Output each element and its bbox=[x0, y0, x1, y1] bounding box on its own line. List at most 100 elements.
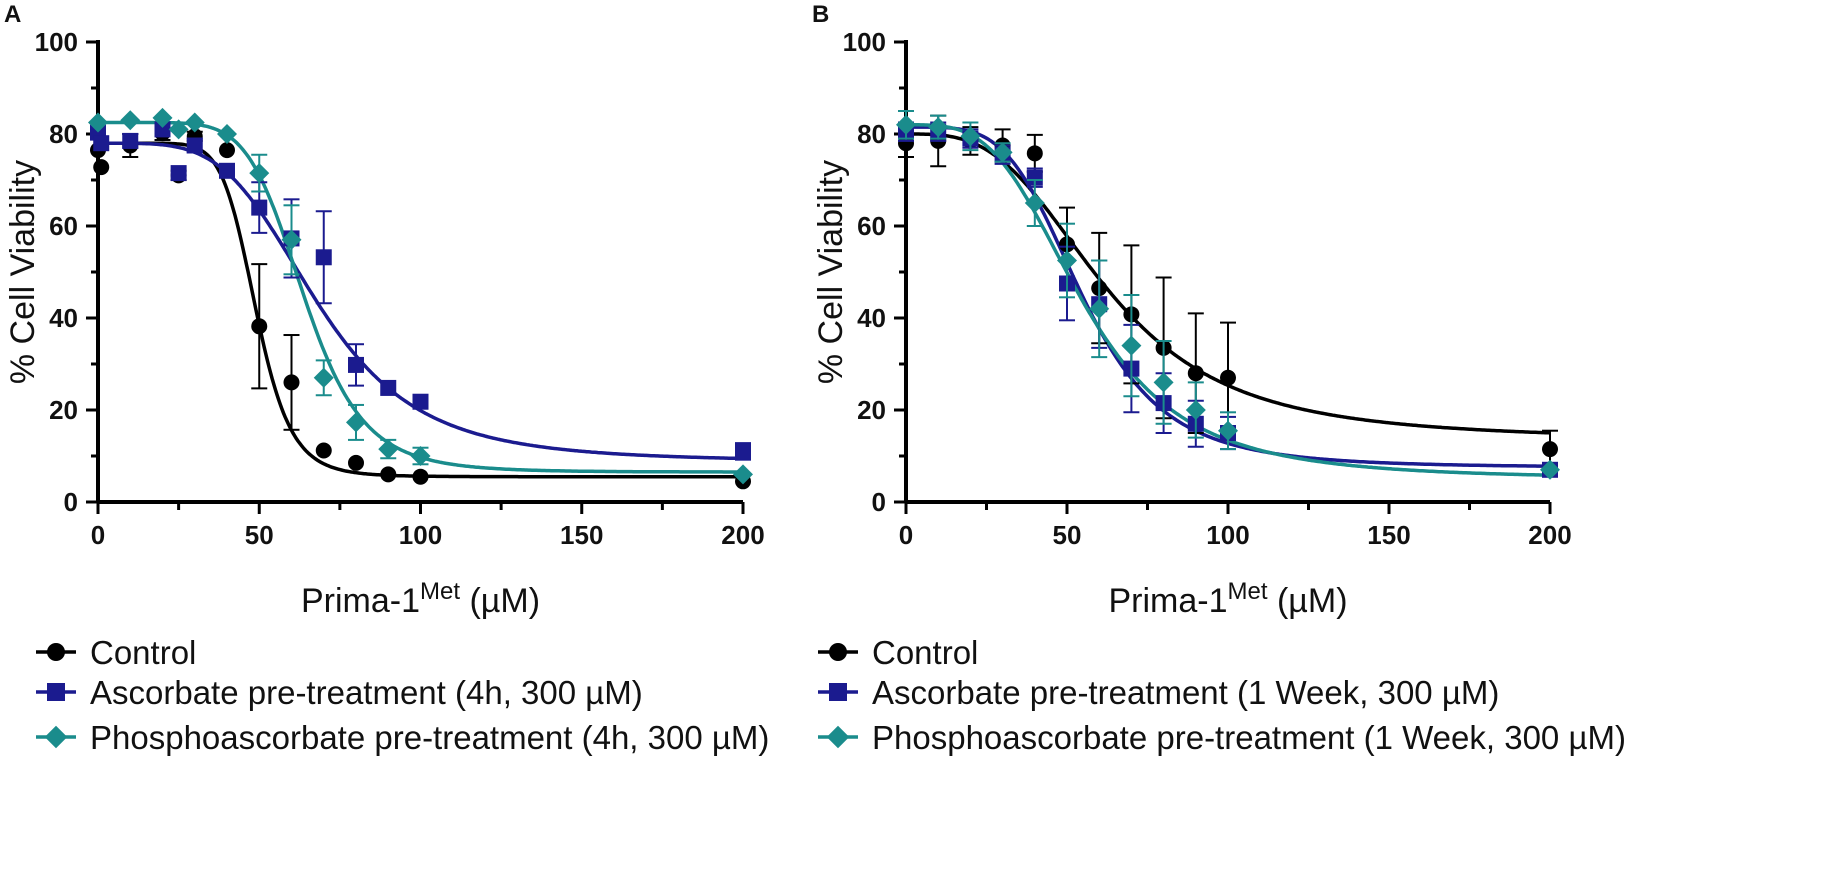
legend-item-1: Control bbox=[818, 634, 978, 671]
data-point bbox=[410, 446, 431, 466]
data-point bbox=[152, 107, 173, 128]
y-tick-label: 20 bbox=[49, 395, 78, 425]
y-tick-label: 100 bbox=[843, 27, 886, 57]
data-point bbox=[896, 114, 916, 135]
legend-item-1: Control bbox=[36, 634, 196, 671]
data-point bbox=[346, 412, 366, 433]
data-point bbox=[93, 159, 110, 176]
fit-curve-2 bbox=[98, 141, 744, 461]
data-point bbox=[348, 454, 364, 471]
y-tick-label: 60 bbox=[49, 211, 78, 241]
data-point bbox=[1153, 372, 1174, 393]
panel-letter: A bbox=[4, 1, 21, 28]
x-tick-label: 0 bbox=[91, 520, 105, 550]
y-tick-label: 80 bbox=[49, 119, 78, 149]
y-tick-label: 80 bbox=[857, 119, 886, 149]
data-point bbox=[219, 162, 235, 179]
legend-item-3: Phosphoascorbate pre-treatment (4h, 300 … bbox=[36, 719, 769, 756]
fit-curve-1 bbox=[98, 141, 743, 479]
data-point bbox=[251, 199, 268, 216]
series-3 bbox=[896, 110, 1560, 480]
legend-marker bbox=[829, 643, 847, 661]
y-axis-label: % Cell Viability bbox=[812, 160, 850, 384]
x-axis-label-main: Prima-1 bbox=[1108, 582, 1227, 620]
data-point bbox=[735, 443, 751, 460]
legend-item-2: Ascorbate pre-treatment (4h, 300 µM) bbox=[36, 674, 643, 711]
y-tick-label: 20 bbox=[857, 395, 886, 425]
data-point bbox=[1185, 400, 1206, 420]
legend-marker bbox=[826, 725, 850, 749]
legend-marker bbox=[44, 725, 68, 749]
series-1 bbox=[90, 125, 751, 490]
y-tick-label: 0 bbox=[64, 487, 78, 517]
legend-label: Phosphoascorbate pre-treatment (1 Week, … bbox=[872, 719, 1626, 756]
data-point bbox=[154, 121, 171, 138]
data-point bbox=[928, 117, 949, 138]
x-tick-label: 100 bbox=[1206, 520, 1249, 550]
data-point bbox=[249, 163, 270, 184]
chart-panel-b: B 0 20 40 60 80 100 0 50 100 150 200 % Cell Viabilit… bbox=[812, 1, 1626, 756]
x-tick-label: 200 bbox=[721, 520, 764, 550]
legend-label: Phosphoascorbate pre-treatment (4h, 300 … bbox=[90, 719, 769, 756]
data-point bbox=[1220, 369, 1236, 386]
x-axis-label-unit: (µM) bbox=[460, 582, 540, 620]
data-point bbox=[1540, 459, 1560, 480]
series-2 bbox=[90, 121, 751, 461]
x-axis-label: Prima-1Met (µM) bbox=[301, 578, 540, 621]
y-tick-label: 0 bbox=[872, 487, 886, 517]
y-axis-label: % Cell Viability bbox=[4, 160, 42, 384]
legend-label: Control bbox=[90, 634, 196, 671]
legend-label: Control bbox=[872, 634, 978, 671]
legend-label: Ascorbate pre-treatment (4h, 300 µM) bbox=[90, 674, 643, 711]
data-point bbox=[380, 466, 397, 483]
legend-label: Ascorbate pre-treatment (1 Week, 300 µM) bbox=[872, 674, 1499, 711]
data-point bbox=[412, 468, 429, 485]
legend-item-2: Ascorbate pre-treatment (1 Week, 300 µM) bbox=[818, 674, 1499, 711]
data-point bbox=[1187, 365, 1204, 382]
data-point bbox=[1026, 145, 1043, 162]
data-point bbox=[88, 112, 108, 133]
data-point bbox=[184, 112, 205, 133]
data-point bbox=[217, 124, 237, 144]
legend-marker bbox=[47, 643, 65, 661]
data-point bbox=[378, 439, 399, 460]
data-point bbox=[733, 464, 753, 485]
x-tick-label: 150 bbox=[560, 520, 603, 550]
legend-item-3: Phosphoascorbate pre-treatment (1 Week, … bbox=[818, 719, 1626, 756]
data-point bbox=[283, 374, 300, 391]
x-tick-label: 50 bbox=[1053, 520, 1082, 550]
series-3 bbox=[88, 107, 753, 485]
x-axis-label-superscript: Met bbox=[420, 578, 460, 605]
data-point bbox=[412, 393, 429, 410]
x-tick-label: 150 bbox=[1367, 520, 1410, 550]
y-tick-label: 40 bbox=[49, 303, 78, 333]
data-point bbox=[348, 356, 364, 373]
data-point bbox=[168, 119, 189, 140]
data-point bbox=[93, 135, 110, 152]
data-point bbox=[1121, 335, 1142, 356]
data-point bbox=[120, 110, 141, 131]
panel-letter: B bbox=[812, 1, 829, 28]
legend-marker bbox=[47, 683, 65, 701]
data-point bbox=[251, 318, 268, 335]
data-point bbox=[380, 379, 397, 396]
x-axis-label: Prima-1Met (µM) bbox=[1108, 578, 1347, 621]
data-point bbox=[315, 249, 332, 266]
data-point bbox=[122, 132, 139, 149]
x-axis-label-main: Prima-1 bbox=[301, 582, 420, 620]
data-point bbox=[992, 142, 1013, 163]
x-axis-label-unit: (µM) bbox=[1268, 582, 1348, 620]
y-tick-label: 100 bbox=[35, 27, 78, 57]
data-point bbox=[1026, 169, 1043, 186]
data-point bbox=[1218, 420, 1238, 441]
x-tick-label: 50 bbox=[245, 520, 274, 550]
chart-panel-a: A 0 20 40 60 80 100 0 50 100 150 200 % Cell Viabilit… bbox=[4, 1, 769, 756]
y-tick-label: 60 bbox=[857, 211, 886, 241]
data-point bbox=[1089, 298, 1110, 319]
data-point bbox=[313, 367, 334, 388]
data-point bbox=[219, 142, 235, 159]
legend-marker bbox=[829, 683, 847, 701]
x-tick-label: 0 bbox=[899, 520, 913, 550]
fit-curve-3 bbox=[98, 120, 743, 474]
